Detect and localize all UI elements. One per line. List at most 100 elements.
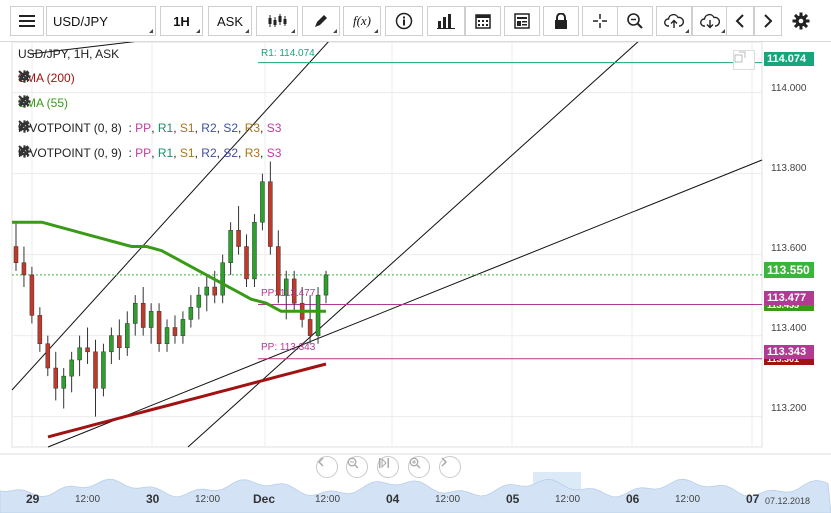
candle-body — [29, 274, 35, 316]
close-icon[interactable] — [18, 120, 29, 131]
candle-body — [172, 327, 178, 336]
candle-body — [323, 274, 329, 296]
pp2-line-label: PP: 113.343 — [261, 342, 316, 353]
pp1-line-label: PP: 113.477 — [261, 288, 316, 299]
trend-line — [47, 159, 763, 448]
x-tick: 05 — [506, 492, 520, 506]
lock-button[interactable] — [543, 6, 579, 36]
info-button[interactable] — [385, 6, 423, 36]
legend-title: USD/JPY, 1H, ASK — [18, 46, 119, 62]
candle-body — [220, 262, 225, 296]
y-tick: 113.800 — [771, 163, 807, 174]
zoom-out-icon — [347, 457, 359, 469]
candle-body — [180, 319, 186, 336]
legend-title-text: USD/JPY, 1H, ASK — [18, 47, 120, 61]
price-chart[interactable]: USD/JPY, 1H, ASK SMA (200) SMA (55) PIVO… — [0, 42, 831, 513]
scroll-left-button[interactable] — [726, 6, 754, 36]
zoom-in-button[interactable] — [408, 456, 430, 478]
candle-body — [196, 294, 202, 308]
candle-body — [37, 315, 43, 344]
x-tick: 29 — [26, 492, 40, 506]
download-icon — [700, 13, 720, 29]
bar-chart-icon — [437, 14, 455, 29]
candle-body — [117, 335, 122, 349]
news-button[interactable] — [504, 6, 540, 36]
settings-button[interactable] — [786, 6, 816, 36]
zoom-in-icon — [409, 457, 421, 469]
crosshair-icon — [593, 14, 607, 28]
zoom-button[interactable] — [617, 6, 653, 36]
candle-body — [260, 181, 265, 223]
pp1-price-label: 113.477 — [764, 291, 814, 305]
candle-body — [125, 323, 130, 349]
close-icon[interactable] — [18, 145, 29, 156]
candle-body — [268, 181, 273, 247]
download-button[interactable] — [692, 6, 728, 36]
candle-body — [77, 347, 82, 361]
scroll-forward-button[interactable] — [439, 456, 461, 478]
candle-body — [21, 262, 27, 276]
current-price-label: 113.550 — [764, 262, 814, 278]
expand-button[interactable] — [733, 50, 755, 70]
reset-zoom-button[interactable] — [377, 456, 399, 478]
close-icon[interactable] — [18, 95, 29, 106]
chart-canvas[interactable] — [0, 42, 831, 513]
gear-icon — [792, 12, 810, 30]
chevron-left-icon — [317, 457, 324, 467]
x-tick: 12:00 — [75, 494, 101, 505]
candle-body — [315, 294, 321, 336]
candle-body — [244, 246, 249, 280]
pencil-icon — [315, 15, 327, 27]
candle-body — [188, 307, 194, 320]
x-tick: 04 — [386, 492, 400, 506]
x-tick: 30 — [146, 492, 160, 506]
candle-body — [140, 302, 146, 328]
candle-body — [53, 367, 58, 389]
y-tick: 113.600 — [771, 243, 807, 254]
sma55-line — [12, 220, 326, 313]
candle-body — [236, 230, 241, 247]
candle-body — [212, 286, 217, 296]
candle-body — [156, 311, 162, 344]
legend-sma55: SMA (55) — [18, 95, 76, 111]
y-tick: 113.200 — [771, 403, 807, 414]
x-tick: 12:00 — [315, 494, 341, 505]
volume-button[interactable] — [427, 6, 465, 36]
end-date-label: 07.12.2018 — [765, 496, 811, 506]
legend-sma55-label: SMA (55) — [18, 96, 69, 110]
trend-line — [11, 42, 329, 391]
reset-icon — [379, 457, 389, 469]
x-tick: 12:00 — [195, 494, 221, 505]
legend-pivot-1: PIVOTPOINT (0, 8) : PP, R1, S1, R2, S2, … — [18, 120, 282, 135]
legend-pivot-2-label: PIVOTPOINT (0, 9) — [18, 146, 122, 160]
menu-button[interactable] — [10, 6, 44, 36]
x-tick: 12:00 — [555, 494, 581, 505]
y-tick: 113.400 — [771, 323, 807, 334]
legend-pivot-1-label: PIVOTPOINT (0, 8) — [18, 121, 122, 135]
chart-type-button[interactable] — [256, 6, 298, 36]
candle-body — [276, 246, 281, 296]
x-tick: 07 — [746, 492, 760, 506]
upload-icon — [664, 13, 684, 28]
indicators-button[interactable]: f(x) — [343, 6, 381, 36]
legend-pivot-2: PIVOTPOINT (0, 9) : PP, R1, S1, R2, S2, … — [18, 145, 282, 160]
r1-line-label: R1: 114.074 — [261, 48, 315, 59]
candle-body — [69, 359, 74, 377]
zoom-out-button[interactable] — [346, 456, 368, 478]
x-tick: Dec — [253, 492, 276, 506]
price-type-select[interactable]: ASK — [208, 6, 252, 36]
calendar-icon — [475, 14, 491, 29]
crosshair-button[interactable] — [582, 6, 618, 36]
symbol-select[interactable]: USD/JPY — [46, 6, 156, 36]
interval-select[interactable]: 1H — [160, 6, 203, 36]
candle-body — [13, 246, 19, 263]
upload-button[interactable] — [656, 6, 692, 36]
lock-icon — [555, 12, 567, 29]
draw-tools-button[interactable] — [302, 6, 340, 36]
calendar-button[interactable] — [465, 6, 501, 36]
scroll-back-button[interactable] — [316, 456, 338, 478]
candle-body — [132, 302, 138, 324]
scroll-right-button[interactable] — [754, 6, 782, 36]
candle-body — [109, 335, 114, 353]
close-icon[interactable] — [18, 70, 29, 81]
